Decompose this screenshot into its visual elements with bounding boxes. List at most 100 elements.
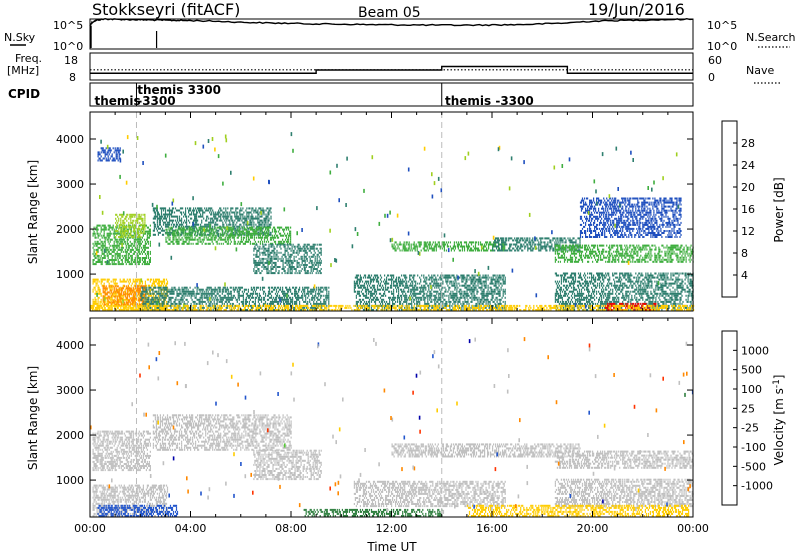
data-cell [266, 294, 269, 297]
data-cell [265, 268, 267, 270]
data-cell [263, 233, 265, 236]
data-cell [128, 244, 130, 247]
data-cell [156, 219, 158, 222]
data-cell [162, 223, 165, 226]
data-cell [95, 302, 97, 305]
data-cell [103, 252, 105, 255]
data-cell [141, 219, 143, 222]
data-cell [300, 264, 302, 266]
data-cell [208, 221, 210, 224]
data-cell [193, 290, 195, 293]
data-cell [196, 288, 198, 291]
data-cell [238, 298, 240, 301]
data-cell [277, 290, 280, 293]
data-cell [237, 294, 239, 297]
data-cell [107, 254, 109, 257]
data-cell [261, 251, 263, 254]
data-cell [176, 223, 179, 226]
data-cell [243, 288, 245, 291]
data-cell [199, 296, 201, 299]
data-cell [282, 238, 284, 241]
data-cell [261, 286, 264, 289]
data-cell [121, 246, 123, 249]
data-cell [262, 257, 264, 260]
data-cell [233, 294, 235, 297]
data-cell [194, 236, 196, 239]
data-cell [116, 232, 118, 235]
data-cell [309, 290, 311, 293]
data-cell [286, 243, 288, 246]
data-cell [197, 238, 199, 241]
data-cell [267, 266, 269, 268]
data-cell [206, 209, 208, 212]
data-cell [140, 294, 142, 297]
data-cell [192, 306, 194, 309]
data-cell [142, 290, 144, 293]
data-cell [189, 226, 191, 229]
data-cell [267, 290, 270, 293]
data-cell [254, 296, 256, 299]
data-cell [276, 245, 278, 248]
data-cell [304, 300, 306, 303]
data-cell [113, 230, 115, 233]
data-cell [198, 302, 200, 305]
data-cell [293, 266, 295, 268]
data-cell [150, 292, 152, 295]
data-cell [354, 276, 356, 279]
data-cell [155, 278, 157, 281]
data-cell [287, 298, 289, 301]
data-cell [140, 223, 142, 226]
data-cell [250, 219, 252, 222]
data-cell [187, 225, 189, 228]
data-cell [270, 268, 272, 270]
data-cell [293, 245, 295, 248]
data-cell [279, 240, 282, 243]
data-cell [186, 236, 188, 239]
data-cell [143, 295, 145, 298]
data-cell [296, 300, 298, 303]
data-cell [317, 266, 319, 268]
data-cell [120, 240, 122, 243]
data-cell [297, 266, 299, 268]
data-cell [110, 238, 112, 241]
data-cell [254, 266, 256, 268]
data-cell [168, 221, 171, 224]
data-cell [255, 232, 257, 235]
data-cell [160, 215, 163, 218]
data-cell [264, 217, 266, 220]
data-cell [143, 289, 145, 292]
data-cell [263, 266, 265, 268]
data-cell [130, 296, 132, 299]
data-cell [116, 240, 118, 243]
data-cell [162, 294, 164, 297]
data-cell [318, 294, 320, 297]
data-cell [298, 243, 300, 246]
data-cell [220, 213, 222, 216]
data-cell [212, 225, 214, 228]
data-cell [220, 238, 222, 241]
data-cell [259, 232, 261, 235]
data-cell [162, 209, 165, 212]
data-cell [245, 217, 247, 220]
data-cell [172, 215, 175, 218]
data-cell [278, 296, 281, 299]
data-cell [118, 257, 120, 259]
data-cell [364, 290, 367, 293]
data-cell [205, 234, 207, 237]
data-cell [231, 296, 233, 299]
data-cell [256, 228, 258, 231]
data-cell [217, 229, 219, 232]
data-cell [174, 302, 176, 305]
data-cell [245, 288, 247, 291]
nave-label: Nave [746, 64, 774, 77]
data-cell [301, 294, 303, 297]
data-cell [328, 286, 330, 289]
data-cell [116, 285, 118, 288]
data-cell [375, 296, 378, 299]
data-cell [243, 221, 245, 224]
data-cell [262, 298, 265, 301]
data-cell [146, 246, 148, 249]
data-cell [98, 288, 100, 291]
data-cell [136, 248, 138, 251]
